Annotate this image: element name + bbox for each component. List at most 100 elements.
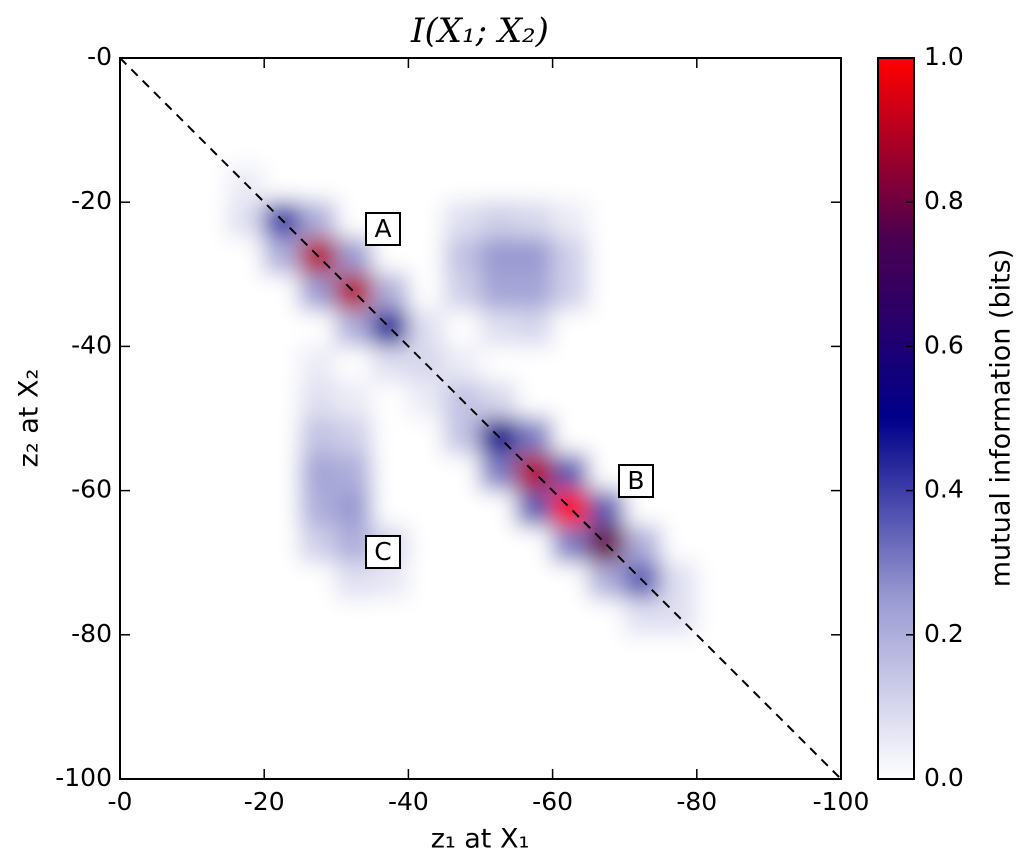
heat-cell — [191, 742, 229, 779]
heat-cell — [552, 706, 590, 744]
heat-cell — [732, 165, 770, 203]
heat-cell — [696, 58, 734, 95]
heat-cell — [407, 562, 445, 600]
heat-cell — [120, 454, 157, 492]
heat-cell — [480, 273, 518, 311]
heat-cell — [624, 634, 662, 672]
heat-cell — [624, 381, 662, 419]
heat-cell — [120, 562, 157, 600]
heat-cell — [588, 93, 626, 131]
heat-cell — [299, 634, 337, 672]
heat-cell — [732, 706, 770, 744]
plot-frame — [119, 57, 842, 780]
x-tick-label: -20 — [244, 787, 285, 816]
heat-cell — [335, 490, 373, 528]
heat-cell — [371, 345, 409, 383]
heat-cell — [443, 165, 481, 203]
heat-cell — [120, 273, 157, 311]
heat-cell — [588, 273, 626, 311]
heat-cell — [335, 418, 373, 456]
heat-cell — [191, 273, 229, 311]
x-tick-label: -60 — [532, 787, 573, 816]
heat-cell — [263, 129, 301, 167]
heat-cell — [299, 490, 337, 528]
heat-cell — [335, 670, 373, 708]
heat-cell — [407, 670, 445, 708]
heat-cell — [191, 237, 229, 275]
colorbar-tick-label: 0.6 — [924, 330, 964, 359]
heat-cell — [804, 93, 841, 131]
heat-cell — [696, 129, 734, 167]
heat-cell — [299, 418, 337, 456]
heat-cell — [480, 237, 518, 275]
heat-cell — [371, 598, 409, 636]
heat-cell — [480, 634, 518, 672]
heat-cell — [696, 93, 734, 131]
heat-cell — [263, 273, 301, 311]
heat-cell — [768, 273, 806, 311]
heat-cell — [120, 490, 157, 528]
heat-cell — [299, 58, 337, 95]
heat-cell — [227, 201, 265, 239]
heat-cell — [552, 129, 590, 167]
heat-cell — [155, 309, 193, 347]
heat-cell — [480, 381, 518, 419]
heat-cell — [120, 201, 157, 239]
heat-cell — [552, 742, 590, 779]
heat-cell — [696, 345, 734, 383]
heat-cell — [696, 670, 734, 708]
heat-cell — [120, 706, 157, 744]
heat-cell — [371, 742, 409, 779]
colorbar-tick-label: 0.8 — [924, 186, 964, 215]
heat-cell — [732, 490, 770, 528]
heat-cell — [804, 598, 841, 636]
heat-cell — [335, 634, 373, 672]
heat-cell — [263, 165, 301, 203]
heat-cell — [768, 201, 806, 239]
heat-cell — [443, 490, 481, 528]
heat-cell — [552, 634, 590, 672]
heat-cell — [191, 562, 229, 600]
heat-cell — [660, 93, 698, 131]
heat-cell — [660, 706, 698, 744]
heat-cell — [624, 598, 662, 636]
heat-cell — [335, 598, 373, 636]
heat-cell — [155, 381, 193, 419]
heat-cell — [804, 634, 841, 672]
y-tick-label: -0 — [87, 42, 112, 71]
heat-cell — [335, 273, 373, 311]
heat-cell — [480, 58, 518, 95]
heat-cell — [227, 670, 265, 708]
heat-cell — [120, 165, 157, 203]
heat-cell — [155, 634, 193, 672]
heat-cell — [191, 454, 229, 492]
heat-cell — [732, 345, 770, 383]
heat-cell — [552, 309, 590, 347]
heat-cell — [552, 273, 590, 311]
heat-cell — [732, 418, 770, 456]
heat-cell — [263, 93, 301, 131]
colorbar-tick-label: 0.2 — [924, 619, 964, 648]
heat-cell — [552, 670, 590, 708]
heat-cell — [660, 165, 698, 203]
heat-cell — [696, 562, 734, 600]
heat-cell — [263, 742, 301, 779]
heat-cell — [120, 634, 157, 672]
heat-cell — [732, 526, 770, 564]
heat-cell — [804, 58, 841, 95]
heat-cell — [624, 273, 662, 311]
heat-cell — [516, 706, 554, 744]
heat-cell — [191, 490, 229, 528]
heat-cell — [732, 58, 770, 95]
heat-cell — [624, 526, 662, 564]
heat-cell — [371, 309, 409, 347]
heat-cell — [732, 381, 770, 419]
heat-cell — [768, 454, 806, 492]
heat-cell — [804, 381, 841, 419]
heat-cell — [120, 129, 157, 167]
heat-cell — [407, 418, 445, 456]
heat-cell — [804, 706, 841, 744]
heat-cell — [120, 742, 157, 779]
heat-cell — [155, 129, 193, 167]
heat-cell — [660, 562, 698, 600]
